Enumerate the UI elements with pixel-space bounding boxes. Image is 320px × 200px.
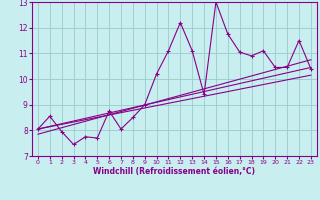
- X-axis label: Windchill (Refroidissement éolien,°C): Windchill (Refroidissement éolien,°C): [93, 167, 255, 176]
